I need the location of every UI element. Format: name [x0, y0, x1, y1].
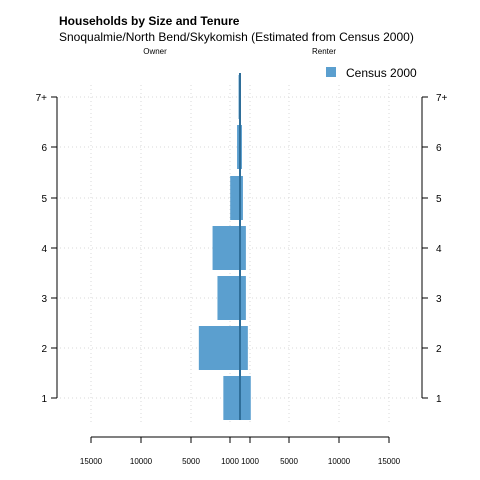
x-tick-label: 10000 — [328, 457, 351, 466]
y-tick-label-left-1: 1 — [41, 394, 47, 405]
axes: 1 1 2 2 3 3 4 4 5 5 6 6 7+ 7+ 15000 10000 5000 1000 1000 50… — [36, 93, 448, 466]
owner-bar-4 — [212, 226, 240, 270]
x-tick-label: 1000 — [221, 457, 239, 466]
renter-label: Renter — [312, 47, 336, 56]
y-tick-label-left-6: 6 — [41, 143, 47, 154]
renter-bar-3 — [240, 276, 246, 320]
y-tick-label-right-2: 2 — [436, 344, 442, 355]
owner-bar-5 — [230, 176, 240, 220]
x-tick-label: 5000 — [280, 457, 298, 466]
y-tick-label-right-4: 4 — [436, 244, 442, 255]
renter-bar-1 — [240, 376, 251, 420]
renter-bar-4 — [240, 226, 246, 270]
y-tick-label-left-4: 4 — [41, 244, 47, 255]
chart-title: Households by Size and Tenure — [59, 14, 240, 28]
y-tick-label-right-5: 5 — [436, 194, 442, 205]
renter-bar-2 — [240, 326, 248, 370]
x-tick-label: 1000 — [241, 457, 259, 466]
renter-bar-5 — [240, 176, 243, 220]
y-tick-label-right-3: 3 — [436, 294, 442, 305]
legend: Census 2000 — [326, 66, 417, 80]
owner-label: Owner — [143, 47, 167, 56]
y-tick-label-right-1: 1 — [436, 394, 442, 405]
bars — [198, 73, 251, 420]
x-tick-label: 10000 — [130, 457, 153, 466]
owner-bar-3 — [217, 276, 240, 320]
legend-label: Census 2000 — [346, 66, 417, 80]
y-tick-label-right-6: 6 — [436, 143, 442, 154]
owner-bar-6 — [237, 125, 240, 169]
legend-swatch — [326, 67, 336, 77]
y-tick-label-left-2: 2 — [41, 344, 47, 355]
y-tick-label-left-5: 5 — [41, 194, 47, 205]
y-tick-label-left-3: 3 — [41, 294, 47, 305]
x-tick-label: 15000 — [80, 457, 103, 466]
x-tick-label: 5000 — [182, 457, 200, 466]
owner-bar-1 — [223, 376, 240, 420]
chart-subtitle: Snoqualmie/North Bend/Skykomish (Estimat… — [59, 30, 414, 44]
x-tick-label: 15000 — [378, 457, 401, 466]
owner-bar-2 — [198, 326, 240, 370]
y-tick-label-right-7+: 7+ — [436, 93, 448, 104]
y-tick-label-left-7+: 7+ — [36, 93, 48, 104]
